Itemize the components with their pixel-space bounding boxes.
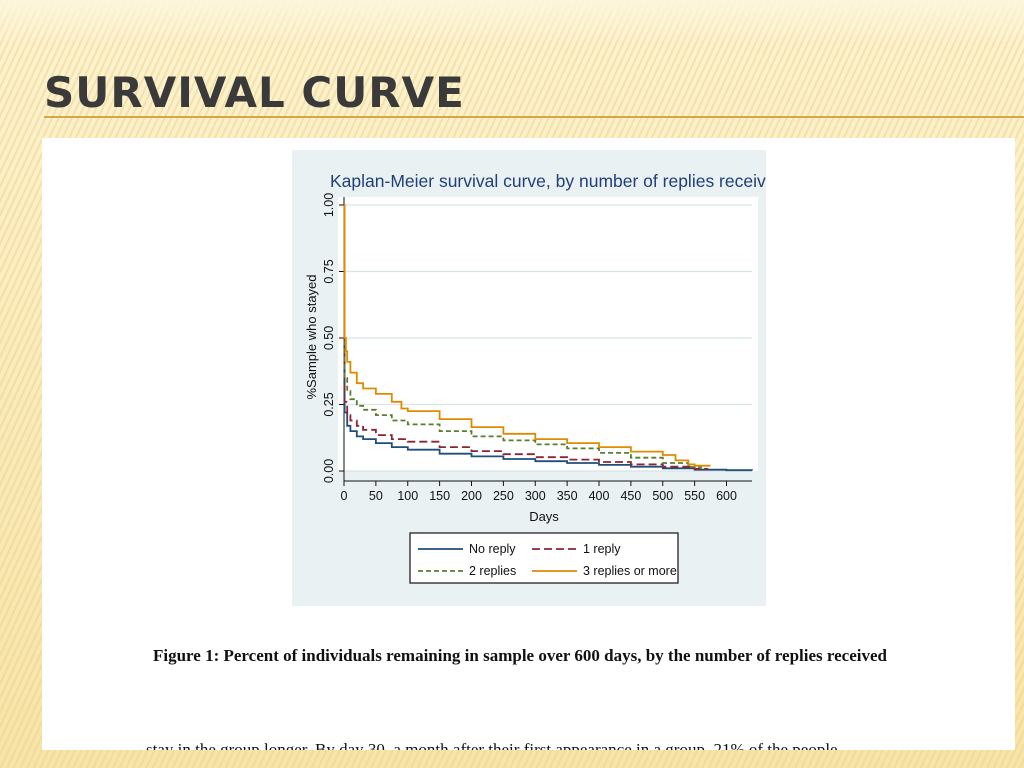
figure-caption: Figure 1: Percent of individuals remaini… <box>153 646 887 665</box>
x-tick-label: 350 <box>557 489 578 503</box>
x-tick-label: 550 <box>684 489 705 503</box>
x-tick-label: 250 <box>493 489 514 503</box>
title-underline <box>44 116 1024 118</box>
legend-label: No reply <box>469 542 516 556</box>
x-tick-label: 0 <box>341 489 348 503</box>
x-axis-label: Days <box>529 509 559 524</box>
series-line <box>343 204 753 472</box>
x-tick-label: 400 <box>589 489 610 503</box>
y-tick-label: 0.00 <box>322 459 336 483</box>
x-tick-label: 50 <box>369 489 383 503</box>
content-panel: Kaplan-Meier survival curve, by number o… <box>42 138 1015 750</box>
y-tick-label: 0.50 <box>322 326 336 350</box>
series-line <box>343 204 702 469</box>
chart-title: Kaplan-Meier survival curve, by number o… <box>330 171 766 191</box>
series-line <box>343 204 709 470</box>
survival-chart: Kaplan-Meier survival curve, by number o… <box>304 171 766 584</box>
y-tick-label: 1.00 <box>322 193 336 217</box>
y-tick-label: 0.25 <box>322 392 336 416</box>
x-tick-label: 300 <box>525 489 546 503</box>
y-axis-label: %Sample who stayed <box>304 274 319 399</box>
slide-title: SURVIVAL CURVE <box>44 68 465 117</box>
chart-grid <box>338 197 758 472</box>
chart-container: Kaplan-Meier survival curve, by number o… <box>292 150 766 606</box>
x-tick-label: 200 <box>461 489 482 503</box>
chart-series <box>343 204 753 472</box>
legend-label: 2 replies <box>469 564 516 578</box>
x-tick-label: 600 <box>716 489 737 503</box>
series-line <box>343 204 711 467</box>
body-text: stay in the group longer. By day 30, a m… <box>146 740 838 750</box>
x-tick-label: 150 <box>429 489 450 503</box>
slide-background-fade <box>0 0 1024 45</box>
legend-label: 3 replies or more <box>583 564 677 578</box>
x-tick-label: 500 <box>652 489 673 503</box>
y-tick-label: 0.75 <box>322 259 336 283</box>
legend-label: 1 reply <box>583 542 621 556</box>
x-tick-label: 450 <box>620 489 641 503</box>
chart-legend: No reply 1 reply 2 replies 3 replies or mor… <box>409 532 679 584</box>
x-tick-label: 100 <box>397 489 418 503</box>
plot-area <box>338 197 758 471</box>
legend-box <box>409 532 679 584</box>
